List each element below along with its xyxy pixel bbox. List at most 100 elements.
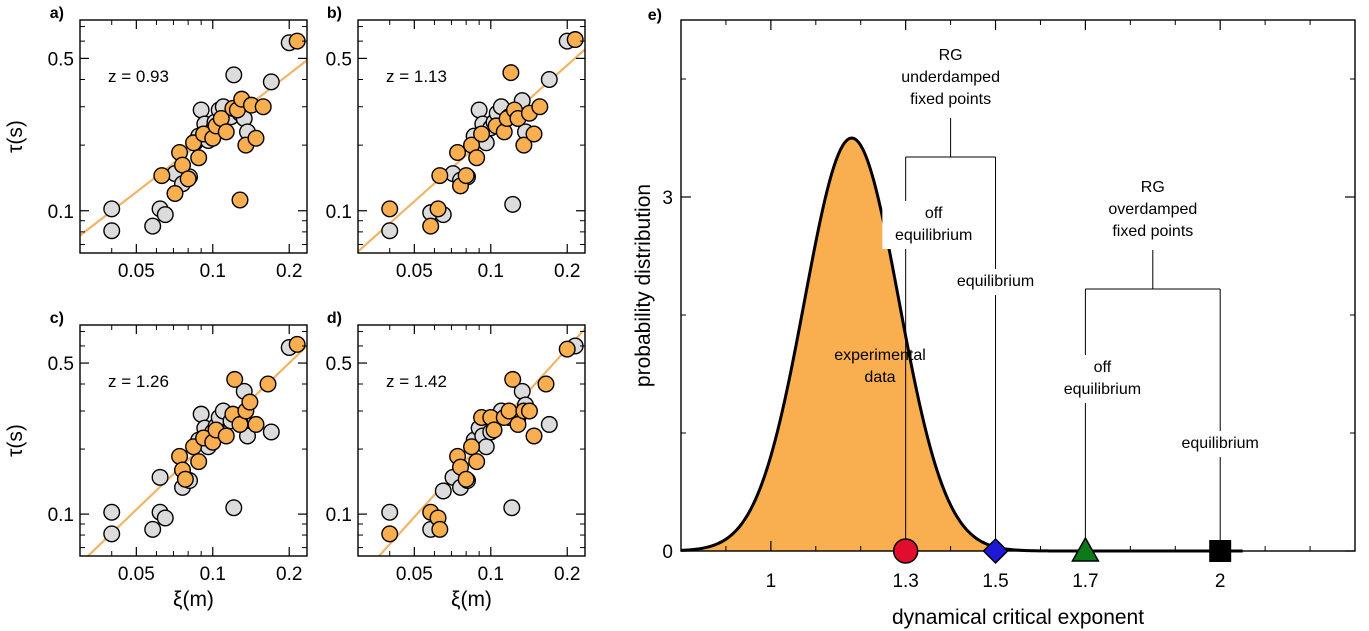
panel-a-grey-point-22: [262, 73, 280, 91]
panel-a-orange-point-14: [231, 191, 249, 209]
panel-b-orange-point-8: [468, 149, 486, 167]
panel-d-xtick-label-2: 0.2: [554, 564, 580, 585]
panel-d-orange-point-14: [504, 370, 522, 388]
panel-d-grey-point-0: [381, 503, 399, 521]
panel-c-orange-point-13: [241, 393, 259, 411]
panel-c-grey-point-9: [192, 405, 210, 423]
panel-e-fixed-point-label-0-line-1: equilibrium: [895, 227, 972, 244]
panel-e-fixed-point-label-3-bg: [1168, 431, 1272, 457]
panel-e-xtick-label-0: 1: [766, 571, 777, 592]
panel-e-overdamped-label-line-1: overdamped: [1108, 201, 1197, 218]
panel-d-xtick-label-1: 0.1: [478, 564, 504, 585]
panel-c-orange-point-10: [226, 370, 244, 388]
panel-d-orange-point-20: [558, 340, 576, 358]
panel-a-ytick-label-0: 0.1: [48, 202, 74, 223]
panel-a-ytick-label-1: 0.5: [48, 49, 74, 70]
panel-e-marker-circle: [892, 538, 919, 564]
panel-e-xtick-label-3: 1.7: [1072, 571, 1098, 592]
panel-c-grey-point-4: [151, 468, 169, 486]
panel-a-orange-point-6: [190, 149, 208, 167]
panel-e-fixed-point-label-0-line-0: off: [925, 205, 943, 222]
panel-b-orange-point-13: [502, 64, 520, 82]
panel-b-frame: [357, 19, 586, 254]
panel-c-grey-point-0: [103, 503, 121, 521]
panel-d-frame: [357, 324, 586, 557]
panel-e-fixed-point-label-2-line-0: off: [1094, 359, 1112, 376]
panel-c-grey-point-21: [262, 423, 280, 441]
panel-b-orange-point-3: [431, 167, 449, 185]
panel-b-orange-point-18: [525, 125, 543, 143]
panel-d-orange-point-3: [431, 520, 449, 538]
panel-c-label: c): [50, 310, 64, 327]
panel-e-fixed-point-label-3-line-0: equilibrium: [1182, 435, 1259, 452]
panel-e-fixed-point-label-0-bg: [882, 201, 985, 249]
panel-c-orange-point-2: [176, 470, 194, 488]
panel-d-xtick-label-0: 0.05: [396, 564, 433, 585]
panel-d-grey-point-14: [503, 499, 521, 517]
panel-b-orange-point-9: [473, 125, 491, 143]
panel-e-fixed-point-label-1-line-0: equilibrium: [957, 273, 1034, 290]
panel-d-orange-point-11: [485, 421, 503, 439]
panel-b-grey-point-0: [381, 222, 399, 240]
panel-e-ytick-label-0: 0: [662, 542, 673, 563]
panel-c-orange-point-14: [247, 415, 265, 433]
panel-c-orange-point-15: [259, 375, 277, 393]
panel-a-orange-point-0: [153, 167, 171, 185]
panel-c-orange-point-16: [288, 335, 306, 353]
panel-d-label: d): [327, 310, 342, 327]
panel-d-orange-point-13: [500, 402, 518, 420]
panel-c-frame: [79, 324, 308, 557]
panel-a-grey-point-0: [103, 200, 121, 218]
panel-e-xtick-label-4: 2: [1215, 571, 1226, 592]
panel-a-label: a): [50, 5, 64, 22]
panel-d-orange-point-7: [463, 438, 481, 456]
panel-b-orange-point-6: [457, 167, 475, 185]
panel-a-grey-point-4: [156, 206, 174, 224]
panel-d-orange-point-8: [468, 453, 486, 471]
panel-b-orange-point-2: [429, 200, 447, 218]
panel-e-fixed-point-label-2-bg: [1051, 355, 1154, 403]
panel-d-xlabel: ξ(m): [451, 588, 492, 611]
panel-c-xtick-label-0: 0.05: [118, 564, 155, 585]
panel-e-underdamped-label-line-1: underdamped: [901, 69, 1000, 86]
panel-d-grey-point-2: [434, 482, 452, 500]
panel-e-xtick-label-1: 1.3: [892, 571, 918, 592]
panel-a-xtick-label-0: 0.05: [118, 261, 155, 282]
panel-b-grey-point-19: [540, 71, 558, 89]
panel-c-ytick-label-0: 0.1: [48, 505, 74, 526]
panel-a-xtick-label-2: 0.2: [276, 261, 302, 282]
panel-b-z-annotation: z = 1.13: [386, 67, 447, 86]
panel-e-overdamped-label-line-2: fixed points: [1112, 223, 1193, 240]
panel-a-grey-point-10: [192, 101, 210, 119]
panel-c-grey-point-1: [103, 525, 121, 543]
panel-b-orange-point-20: [566, 31, 584, 49]
panel-b-orange-point-16: [515, 136, 533, 154]
panel-a-orange-point-4: [179, 170, 197, 188]
panel-a-orange-point-18: [247, 129, 265, 147]
panel-d-ytick-label-0: 0.1: [326, 505, 352, 526]
panel-c-orange-point-4: [190, 453, 208, 471]
panel-b-ytick-label-1: 0.5: [326, 49, 352, 70]
panel-c-z-annotation: z = 1.26: [108, 372, 169, 391]
panel-e-underdamped-label-line-2: fixed points: [910, 91, 991, 108]
panel-e-overdamped-label-line-0: RG: [1141, 179, 1165, 196]
panel-c-grey-point-2: [144, 520, 162, 538]
panel-c-grey-point-17: [225, 499, 243, 517]
panel-d-grey-point-9: [477, 438, 495, 456]
panel-e-marker-diamond: [982, 537, 1009, 565]
panel-b-ytick-label-0: 0.1: [326, 202, 352, 223]
panel-c-ylabel: τ(s): [4, 424, 27, 457]
panel-b-grey-point-7: [470, 101, 488, 119]
panel-d-orange-point-18: [525, 427, 543, 445]
panel-e-curve-label-line-0: experimental: [834, 347, 926, 364]
panel-b-xtick-label-2: 0.2: [554, 261, 580, 282]
panel-c-orange-point-0: [171, 447, 189, 465]
panel-c-orange-point-8: [217, 427, 235, 445]
panel-c-xtick-label-1: 0.1: [200, 564, 226, 585]
panel-e-curve-label-line-1: data: [864, 369, 895, 386]
panel-e-frame: [680, 19, 1356, 552]
panel-d-z-annotation: z = 1.42: [386, 372, 447, 391]
panel-d-grey-point-18: [540, 415, 558, 433]
panel-b-orange-point-19: [531, 98, 549, 116]
panel-a-orange-point-11: [217, 123, 235, 141]
